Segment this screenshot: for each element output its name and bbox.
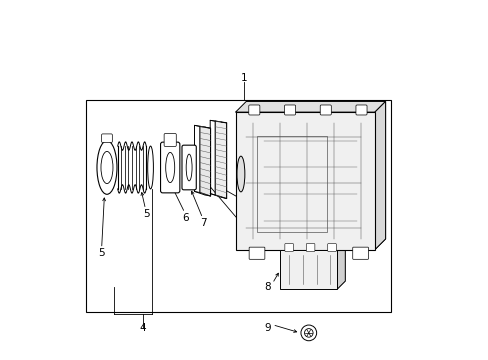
FancyBboxPatch shape [355,105,366,115]
Text: 9: 9 [264,323,270,333]
Polygon shape [235,102,385,249]
Ellipse shape [237,156,244,192]
Text: 2: 2 [282,223,288,233]
Ellipse shape [101,152,113,184]
Circle shape [304,329,312,337]
Bar [85,100,390,312]
Ellipse shape [97,141,117,194]
FancyBboxPatch shape [327,244,336,251]
Polygon shape [280,242,345,249]
Text: 7: 7 [200,218,206,228]
Ellipse shape [186,154,192,181]
Polygon shape [374,102,385,249]
FancyBboxPatch shape [305,244,314,251]
Text: 3: 3 [244,230,251,240]
FancyBboxPatch shape [352,247,367,259]
Polygon shape [337,242,345,289]
FancyBboxPatch shape [164,134,176,147]
FancyBboxPatch shape [248,247,264,259]
FancyBboxPatch shape [284,105,295,115]
Ellipse shape [147,146,153,189]
Circle shape [300,325,316,341]
Polygon shape [280,242,345,289]
FancyBboxPatch shape [160,142,180,193]
FancyBboxPatch shape [248,105,259,115]
Ellipse shape [165,152,174,183]
Text: 5: 5 [142,209,149,219]
Polygon shape [215,121,226,199]
Polygon shape [194,125,205,195]
Bar [280,249,337,289]
FancyBboxPatch shape [182,145,196,190]
Text: 5: 5 [98,248,105,258]
Text: 4: 4 [139,323,146,333]
Text: 8: 8 [264,282,270,292]
Bar [257,135,326,232]
Text: 1: 1 [241,73,247,83]
FancyBboxPatch shape [320,105,331,115]
Polygon shape [235,102,385,112]
FancyBboxPatch shape [102,134,112,143]
FancyBboxPatch shape [285,244,293,251]
Polygon shape [200,126,210,196]
Bar [235,112,374,249]
Text: 6: 6 [182,212,188,222]
Polygon shape [210,120,221,197]
